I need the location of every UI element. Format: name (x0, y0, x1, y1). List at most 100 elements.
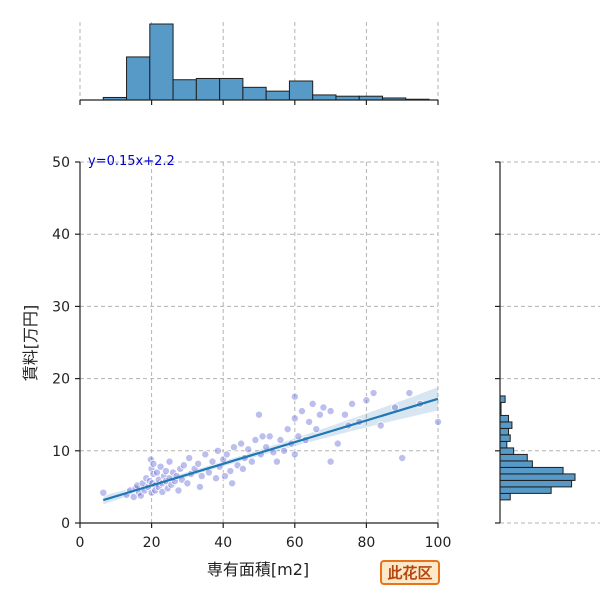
scatter-point (220, 472, 229, 481)
right-hist-bar (499, 466, 564, 475)
top-hist-bar (195, 77, 221, 101)
scatter-point (290, 392, 299, 401)
scatter-point (290, 414, 299, 423)
scatter-point (244, 445, 253, 454)
scatter-point (222, 450, 231, 459)
scatter-point (405, 389, 414, 398)
y-axis-title: 賃料[万円] (21, 305, 40, 382)
scatter-point (369, 389, 378, 398)
scatter-point (315, 410, 324, 419)
scatter-point (197, 472, 206, 481)
scatter-point (272, 457, 281, 466)
scatter-point (294, 432, 303, 441)
scatter-point (254, 410, 263, 419)
scatter-point (308, 399, 317, 408)
top-hist-bar (288, 80, 314, 101)
scatter-point (238, 464, 247, 473)
scatter-point (195, 482, 204, 491)
scatter-point (305, 417, 314, 426)
scatter-point (297, 407, 306, 416)
y-tick-label: 50 (52, 155, 70, 171)
right-hist-bar (499, 414, 510, 423)
y-tick-label: 30 (52, 299, 70, 315)
top-hist-bar (312, 94, 337, 101)
right-hist-bar (499, 427, 510, 436)
top-histogram (79, 23, 439, 105)
scatter-point (276, 435, 285, 444)
scatter-point (290, 450, 299, 459)
scatter-point (376, 421, 385, 430)
scatter-point (226, 467, 235, 476)
right-hist-bar (499, 492, 511, 501)
x-tick-label: 20 (143, 535, 161, 551)
scatter-point (247, 457, 256, 466)
scatter-point (185, 454, 194, 463)
x-tick-label: 60 (286, 535, 304, 551)
scatter-point (319, 403, 328, 412)
top-hist-bar (149, 23, 174, 101)
scatter-point (201, 450, 210, 459)
right-hist-bar (499, 460, 533, 468)
top-hist-bar (219, 77, 244, 101)
scatter-point (212, 474, 221, 483)
scatter-point (280, 446, 289, 455)
x-tick-label: 100 (425, 535, 452, 551)
scatter-point (179, 461, 188, 470)
scatter-point (348, 399, 357, 408)
top-hist-bar (242, 86, 267, 101)
main-axes: 0 20 40 60 80 100 0 10 20 30 40 50 (52, 155, 451, 551)
scatter-point (362, 396, 371, 405)
scatter-point (312, 425, 321, 434)
right-hist-bar (499, 440, 508, 449)
region-badge: 此花区 (380, 560, 440, 585)
scatter-point (265, 432, 274, 441)
scatter-point (398, 454, 407, 463)
scatter-point (158, 487, 167, 496)
scatter-point (229, 443, 238, 452)
top-hist-bar (172, 79, 197, 101)
scatter-point (433, 417, 442, 426)
right-hist-bar (499, 447, 515, 455)
scatter-point (161, 467, 170, 476)
right-hist-bar (499, 453, 528, 462)
scatter-point (156, 462, 165, 471)
fit-line-layer (102, 397, 439, 502)
scatter-point (258, 432, 267, 441)
scatter-point (174, 486, 183, 495)
scatter-point (213, 446, 222, 455)
right-hist-bar (499, 434, 511, 442)
right-hist-bar (499, 395, 506, 403)
scatter-point (228, 479, 237, 488)
right-hist-bar (499, 479, 573, 488)
right-hist-bar (499, 421, 513, 429)
y-tick-label: 10 (52, 444, 70, 460)
scatter-point (251, 435, 260, 444)
scatter-point (340, 410, 349, 419)
y-tick-label: 20 (52, 372, 70, 388)
scatter-point (194, 459, 203, 468)
x-tick-label: 80 (357, 535, 375, 551)
scatter-point (149, 459, 158, 468)
y-tick-label: 40 (52, 227, 70, 243)
x-tick-label: 40 (214, 535, 232, 551)
x-tick-label: 0 (76, 535, 85, 551)
fit-equation-label: y=0.15x+2.2 (88, 154, 175, 169)
scatter-point (145, 477, 154, 486)
top-hist-bar (126, 56, 151, 101)
top-hist-bar (265, 90, 290, 101)
scatter-point (233, 461, 242, 470)
scatter-point (146, 455, 155, 464)
right-hist-bar (499, 486, 552, 494)
regression-line (102, 397, 439, 502)
scatter-point (152, 468, 161, 477)
scatter-point (333, 439, 342, 448)
scatter-point (326, 407, 335, 416)
y-tick-label: 0 (61, 516, 70, 532)
scatter-point (208, 457, 217, 466)
scatter-point (237, 439, 246, 448)
scatter-point (165, 457, 174, 466)
right-histogram (495, 161, 576, 524)
scatter-points-layer (99, 389, 442, 502)
x-axis-title: 専有面積[m2] (207, 560, 309, 579)
